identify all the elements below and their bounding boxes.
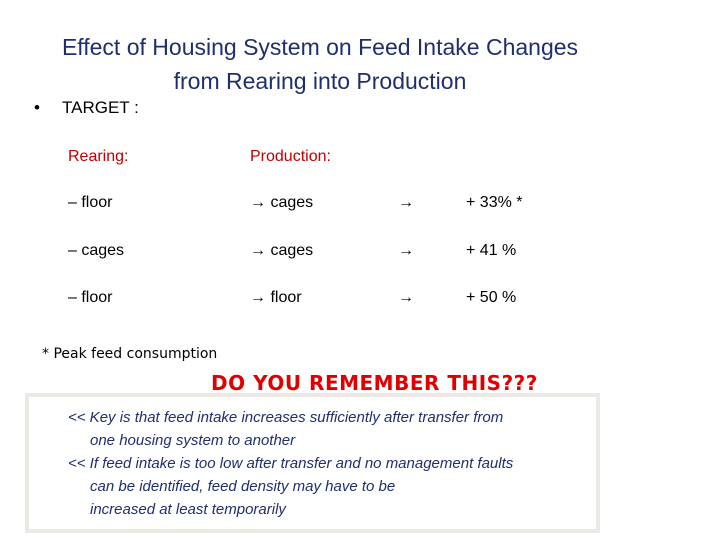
remember-heading: DO YOU REMEMBER THIS??? [211, 371, 538, 395]
row1-rearing: – floor [68, 194, 113, 211]
note-line-2: one housing system to another [90, 432, 296, 449]
row2-rearing: – cages [68, 242, 125, 259]
row1-production: → cages [250, 194, 314, 211]
row2-production: → cages [250, 242, 314, 259]
row3-production: → floor [250, 289, 302, 306]
slide-title: Effect of Housing System on Feed Intake … [0, 30, 640, 98]
note-line-1: << Key is that feed intake increases suf… [68, 409, 504, 426]
arrow-icon: → [398, 289, 414, 306]
note-line-4: can be identified, feed density may have… [90, 478, 396, 495]
note-line-5: increased at least temporarily [90, 501, 286, 518]
target-bullet: • TARGET : [34, 98, 139, 118]
row3-rearing: – floor [68, 289, 113, 306]
row3-change: + 50 % [466, 289, 517, 306]
arrow-icon: → [250, 242, 266, 259]
production-header: Production: [250, 148, 331, 165]
arrow-icon: → [250, 194, 266, 211]
note-line-3: << If feed intake is too low after trans… [68, 455, 514, 472]
row1-change: + 33% * [466, 194, 523, 211]
rearing-header: Rearing: [68, 148, 129, 165]
title-line-2: from Rearing into Production [173, 68, 467, 94]
arrow-icon: → [398, 194, 414, 211]
arrow-icon: → [250, 289, 266, 306]
arrow-icon: → [398, 242, 414, 259]
title-line-1: Effect of Housing System on Feed Intake … [61, 34, 579, 60]
notes-box [25, 393, 600, 533]
row2-change: + 41 % [466, 242, 517, 259]
bullet-marker: • [34, 98, 40, 117]
target-label: TARGET : [62, 98, 139, 117]
footnote: * Peak feed consumption [42, 346, 218, 362]
